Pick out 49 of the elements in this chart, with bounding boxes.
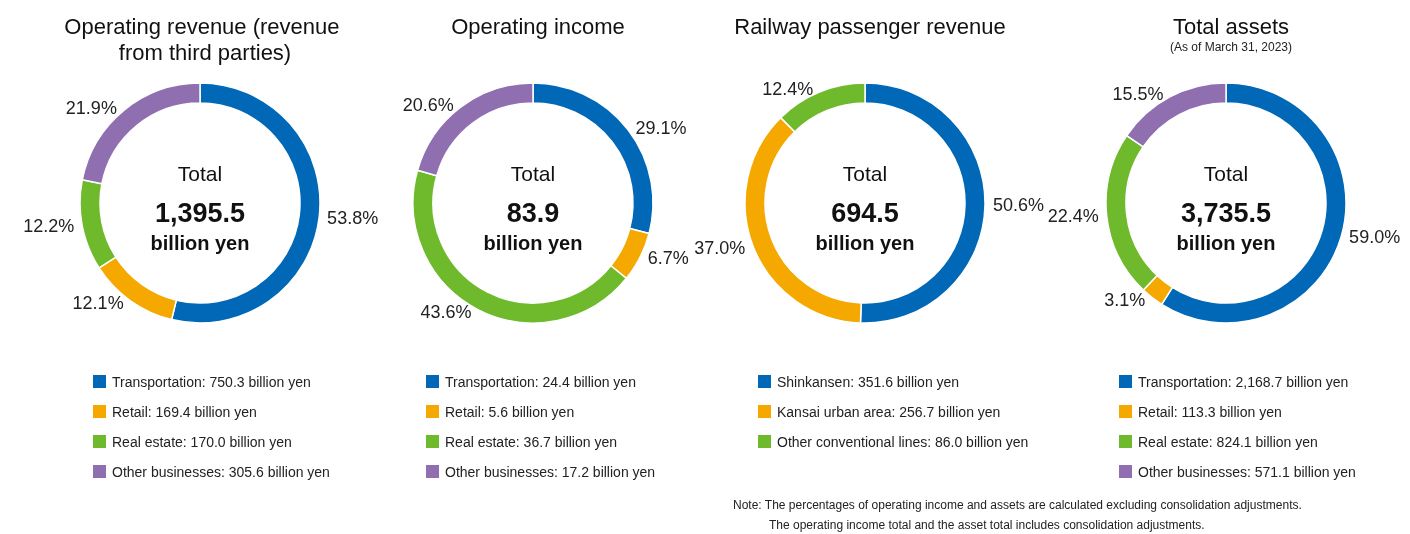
text: billion yen <box>150 232 250 254</box>
data-label: 22.4% <box>1047 206 1099 227</box>
text: 694.5 <box>831 198 899 228</box>
legend-label: Real estate: 170.0 billion yen <box>112 433 292 450</box>
data-label: 12.2% <box>23 216 75 237</box>
chart-title: Total assets <box>1172 13 1290 39</box>
legend-label: Real estate: 36.7 billion yen <box>445 433 617 450</box>
legend-label: Other businesses: 305.6 billion yen <box>112 463 330 480</box>
data-label: 21.9% <box>65 97 117 118</box>
text: Total <box>1203 161 1249 185</box>
text: billion yen <box>815 232 915 254</box>
text: Total <box>177 161 223 185</box>
legend-label: Other businesses: 17.2 billion yen <box>445 463 656 480</box>
text: Total <box>842 161 888 185</box>
text: billion yen <box>483 232 583 254</box>
legend-label: Retail: 5.6 billion yen <box>445 403 575 420</box>
data-label: 12.4% <box>762 79 814 100</box>
legend-label: Kansai urban area: 256.7 billion yen <box>777 403 1001 420</box>
data-label: 3.1% <box>1104 289 1146 310</box>
chart-title: Operating revenue (revenue from third parties) <box>64 13 346 65</box>
text: The operating income total and the asset total includes consolidation adjustments. <box>769 518 1205 532</box>
data-label: 53.8% <box>327 207 379 228</box>
chart-title: Operating income <box>451 13 625 39</box>
text: 1,395.5 <box>154 198 246 228</box>
data-label: 37.0% <box>694 237 746 258</box>
data-label: 12.1% <box>72 293 124 314</box>
text: 83.9 <box>506 198 560 228</box>
legend-label: Retail: 113.3 billion yen <box>1138 403 1282 420</box>
legend-label: Retail: 169.4 billion yen <box>112 403 257 420</box>
legend-label: Other businesses: 571.1 billion yen <box>1138 463 1356 480</box>
text: billion yen <box>1176 232 1276 254</box>
legend-label: Transportation: 750.3 billion yen <box>112 373 311 390</box>
legend-label: Real estate: 824.1 billion yen <box>1138 433 1318 450</box>
text: Total <box>510 161 556 185</box>
data-label: 59.0% <box>1349 227 1401 248</box>
data-label: 29.1% <box>635 117 687 138</box>
text: Note: The percentages of operating income and assets are calculated excluding consolidation adjustments. <box>733 498 1302 512</box>
data-label: 50.6% <box>992 195 1045 216</box>
data-label: 43.6% <box>420 302 472 323</box>
data-label: 20.6% <box>402 94 454 115</box>
chart-subtitle: (As of March 31, 2023) <box>1169 40 1293 54</box>
legend-label: Transportation: 2,168.7 billion yen <box>1138 373 1349 390</box>
legend-label: Transportation: 24.4 billion yen <box>445 373 636 390</box>
data-label: 15.5% <box>1112 84 1164 105</box>
data-label: 6.7% <box>647 248 689 269</box>
legend-label: Shinkansen: 351.6 billion yen <box>777 373 960 390</box>
chart-title: Railway passenger revenue <box>734 13 1006 39</box>
text: 3,735.5 <box>1180 198 1272 228</box>
legend-label: Other conventional lines: 86.0 billion yen <box>777 433 1029 450</box>
